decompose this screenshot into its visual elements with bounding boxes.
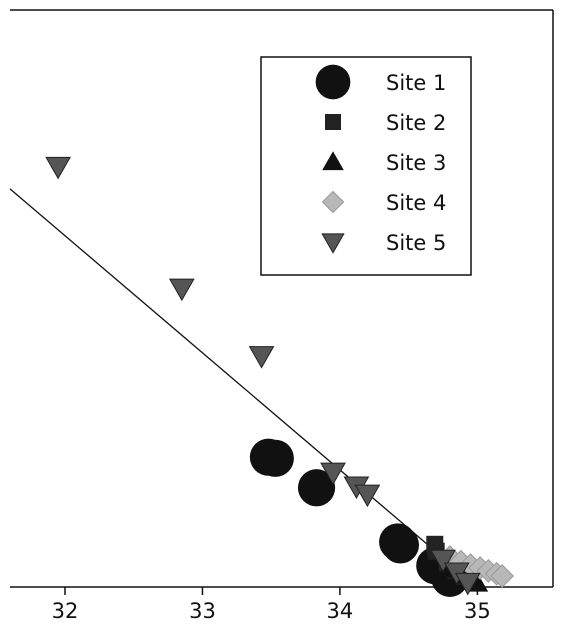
data-point-site-5	[248, 346, 275, 369]
legend-label-site-2: Site 2	[386, 111, 446, 135]
data-point-site-5	[430, 549, 456, 573]
data-point-site-5	[354, 484, 381, 508]
x-tick-label: 33	[189, 599, 216, 623]
data-point-site-5	[45, 156, 71, 180]
x-ticks: 3233343536	[52, 587, 491, 623]
legend: Site 1 Site 2 Site 3 Site 4 Site 5	[260, 56, 472, 276]
regression-line-group	[9, 188, 478, 588]
data-point-site-5	[320, 462, 346, 486]
legend-label-site-5: Site 5	[386, 231, 446, 255]
legend-marker-site-1	[315, 64, 351, 100]
data-point-site-5	[454, 572, 481, 596]
legend-label-site-3: Site 3	[386, 151, 446, 175]
legend-marker-site-3	[322, 151, 344, 171]
regression-line	[9, 188, 478, 588]
data-point-site-5	[168, 278, 195, 302]
legend-marker-site-5	[321, 233, 345, 254]
legend-box	[260, 56, 472, 276]
legend-marker-site-2	[325, 114, 341, 130]
x-tick-label: 32	[52, 599, 79, 623]
data-point-site-4	[490, 564, 515, 588]
data-markers	[45, 156, 515, 597]
data-point-site-1	[381, 526, 420, 564]
legend-label-site-1: Site 1	[386, 71, 446, 95]
x-tick-label: 35	[464, 599, 491, 623]
legend-label-site-4: Site 4	[386, 191, 446, 215]
data-point-site-1	[297, 469, 336, 507]
legend-marker-site-4	[321, 190, 345, 214]
data-point-site-1	[256, 439, 294, 477]
x-tick-label: 34	[327, 599, 354, 623]
